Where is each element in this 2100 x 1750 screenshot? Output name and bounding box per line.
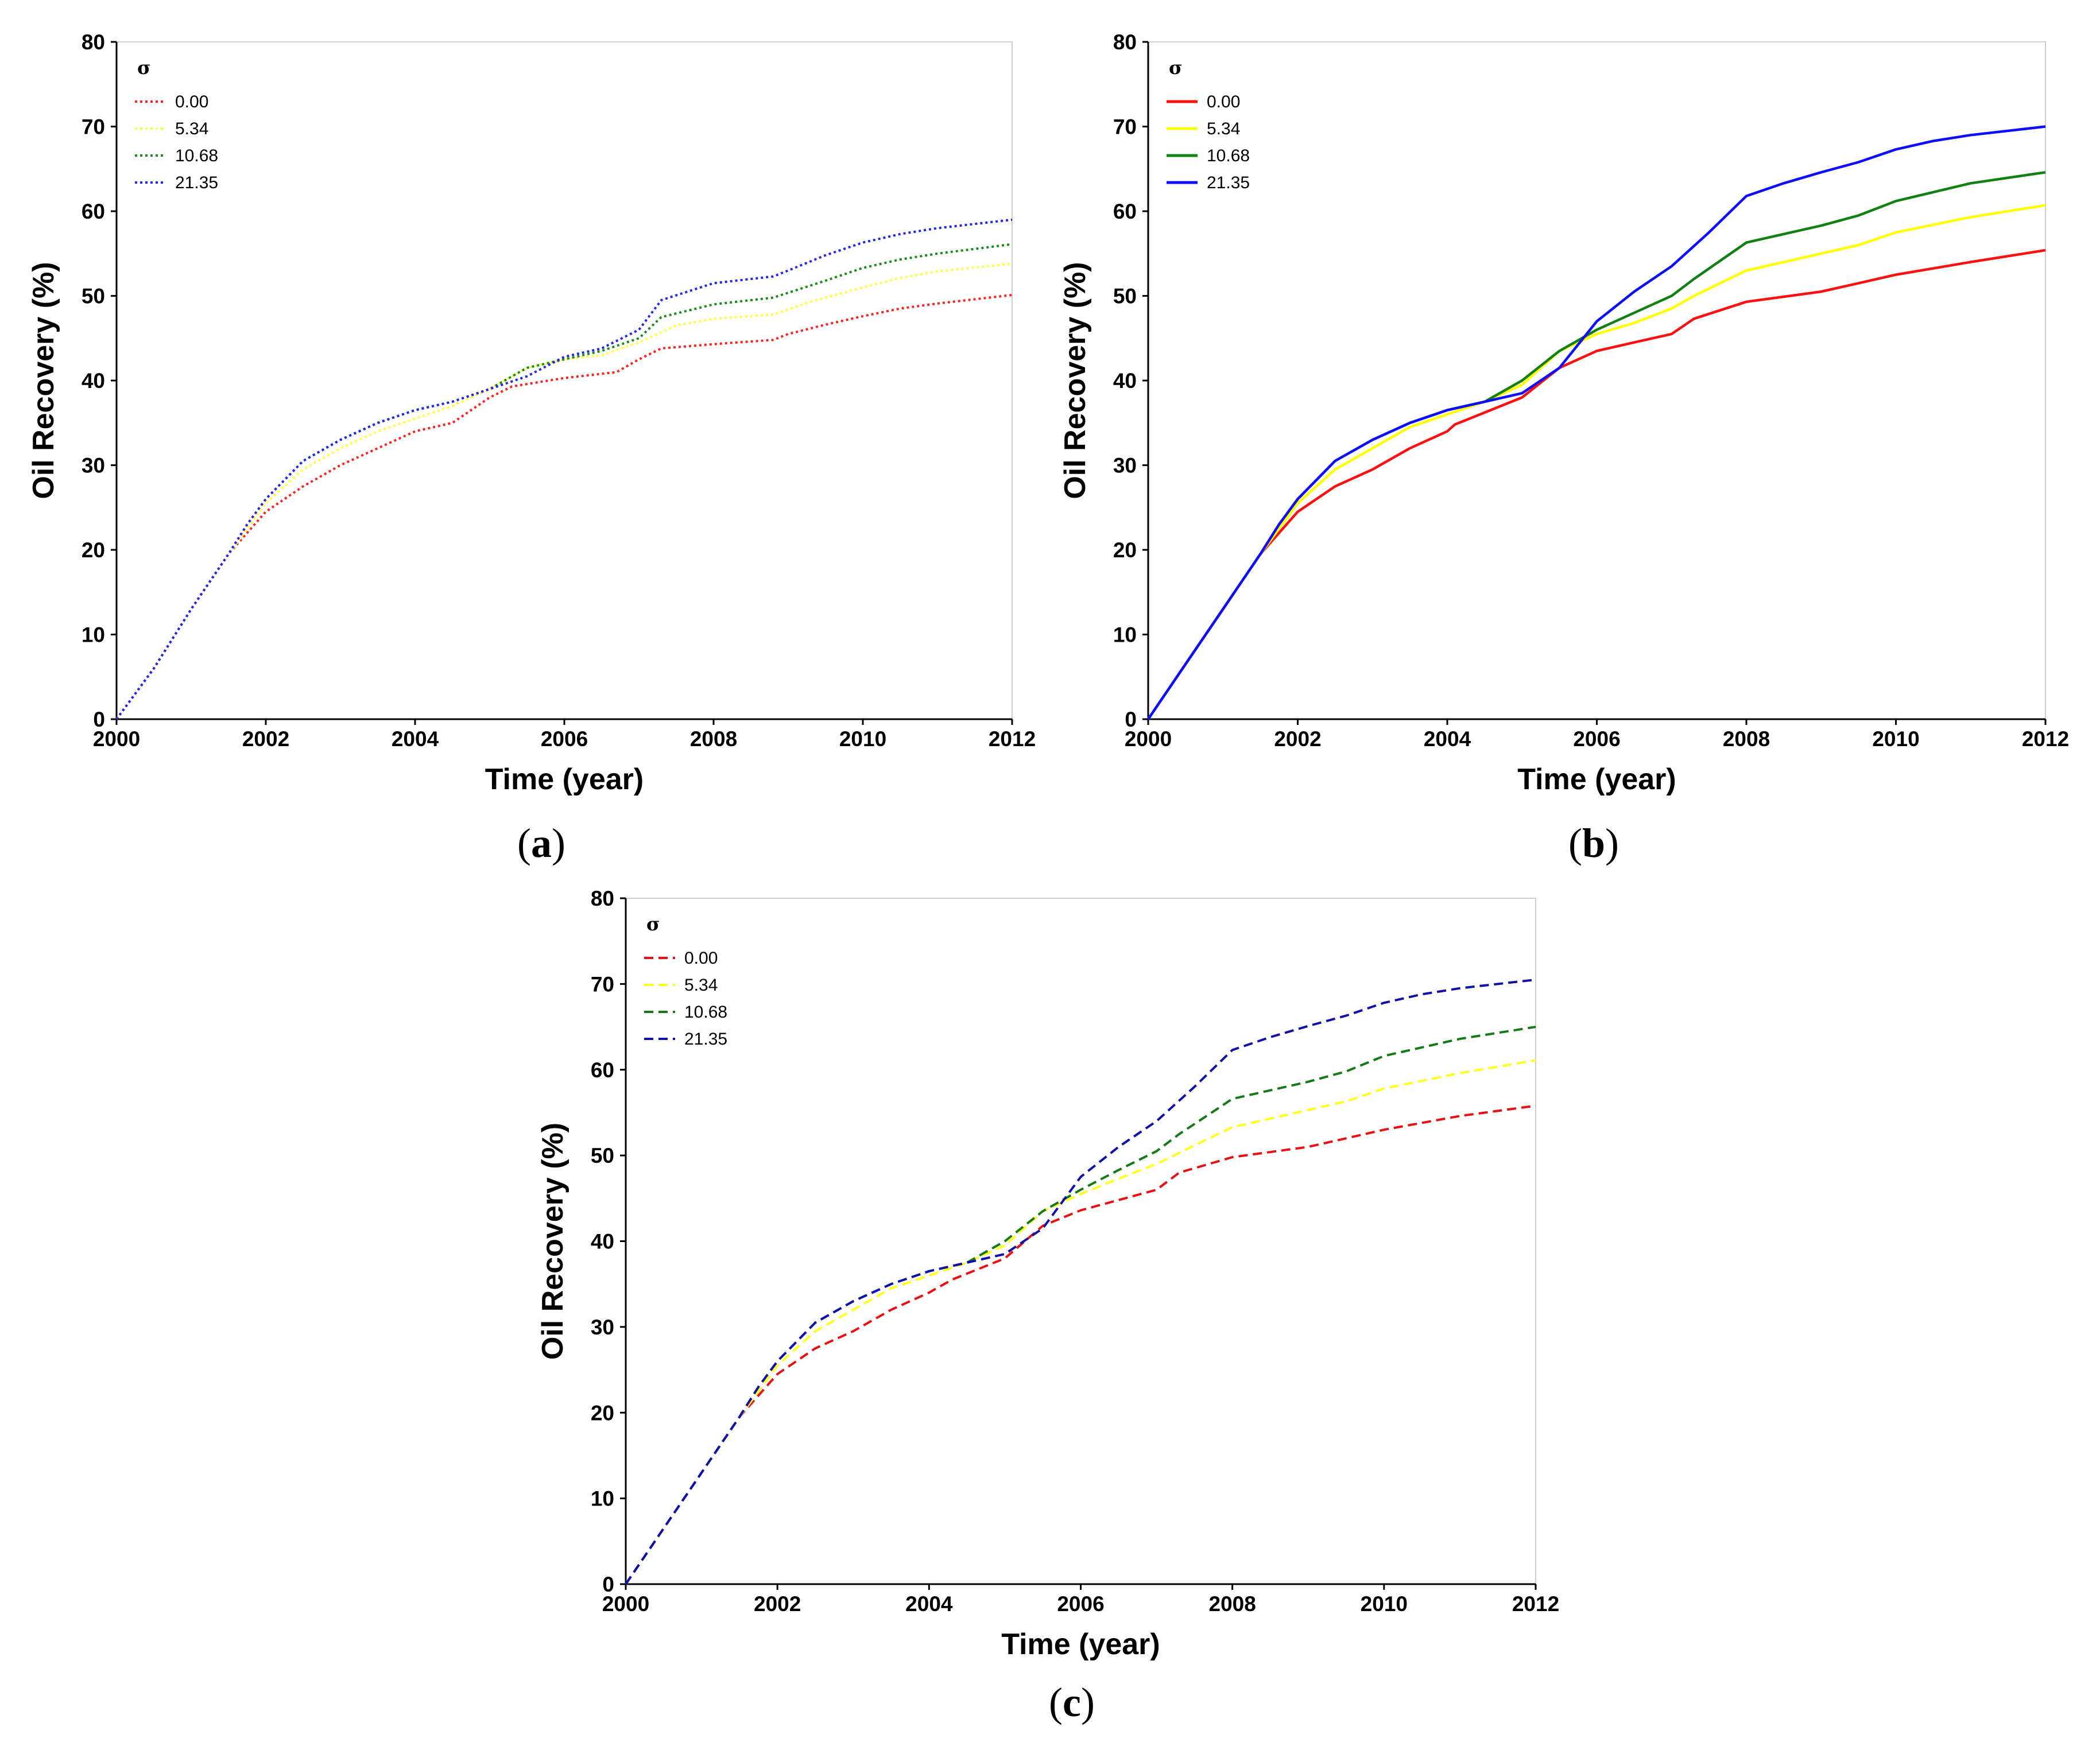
y-tick-label: 30	[82, 454, 105, 478]
legend-title: σ	[646, 913, 660, 935]
chart-panel-a: 2000 2002 2004 2006 2008 2010 2012 0 10 20 30 40 50 6…	[27, 30, 1036, 866]
legend-label: 5.34	[684, 976, 718, 995]
legend-label: 21.35	[175, 173, 218, 192]
x-tick-label: 2010	[839, 727, 886, 751]
y-tick-label: 80	[82, 30, 105, 54]
legend-label: 0.00	[175, 92, 208, 111]
x-tick-label: 2000	[602, 1592, 649, 1616]
legend-title: σ	[137, 57, 151, 79]
legend-label: 5.34	[1207, 119, 1240, 138]
x-axis-title: Time (year)	[1517, 763, 1676, 796]
x-tick-label: 2008	[1209, 1592, 1256, 1616]
chart-panel-c: 2000 2002 2004 2006 2008 2010 2012 0 10 20 30 40 50 6…	[536, 887, 1559, 1725]
plot-frame	[1148, 41, 2046, 720]
y-tick-label: 60	[82, 200, 105, 223]
x-tick-label: 2002	[242, 727, 289, 751]
series-line-21.35	[115, 218, 1013, 720]
y-tick-label: 40	[591, 1230, 614, 1254]
legend-label: 10.68	[684, 1003, 727, 1022]
y-tick-label: 50	[1113, 285, 1137, 308]
x-axis-title: Time (year)	[1001, 1628, 1160, 1661]
x-tick-label: 2012	[1512, 1592, 1559, 1616]
y-tick-label: 10	[591, 1487, 614, 1511]
y-tick-label: 20	[1113, 538, 1137, 562]
legend-label: 10.68	[1207, 146, 1250, 165]
y-tick-label: 20	[82, 538, 105, 562]
panel-caption: (b)	[1568, 820, 1619, 866]
x-tick-label: 2008	[1723, 727, 1770, 751]
panel-caption: (a)	[517, 820, 565, 866]
x-tick-label: 2010	[1361, 1592, 1408, 1616]
x-axis-title: Time (year)	[485, 763, 644, 796]
y-tick-label: 20	[591, 1401, 614, 1425]
y-tick-label: 80	[591, 887, 614, 910]
y-axis-title: Oil Recovery (%)	[1059, 262, 1092, 499]
y-tick-label: 10	[82, 623, 105, 647]
y-tick-label: 30	[591, 1316, 614, 1339]
y-tick-label: 10	[1113, 623, 1137, 647]
y-tick-label: 30	[1113, 454, 1137, 478]
plot-frame	[625, 898, 1536, 1585]
legend-label: 10.68	[175, 146, 218, 165]
plot-frame	[116, 41, 1013, 720]
x-tick-label: 2000	[93, 727, 140, 751]
series-line-21.35	[1147, 125, 2046, 720]
series-line-0.00	[1147, 249, 2046, 720]
series-line-5.34	[625, 1059, 1536, 1585]
legend: σ 0.00 5.34 10.68 21.35	[1167, 57, 1250, 192]
legend-title: σ	[1169, 57, 1183, 79]
x-tick-label: 2006	[1573, 727, 1620, 751]
series-line-5.34	[1147, 204, 2046, 720]
y-axis-title: Oil Recovery (%)	[27, 262, 60, 499]
x-tick-label: 2004	[392, 727, 439, 751]
y-tick-label: 0	[1125, 708, 1137, 731]
y-tick-label: 60	[1113, 200, 1137, 223]
y-tick-label: 50	[82, 285, 105, 308]
legend-label: 0.00	[684, 949, 718, 968]
series-line-0.00	[115, 294, 1013, 720]
series-line-10.68	[625, 1026, 1536, 1585]
y-axis-title: Oil Recovery (%)	[536, 1123, 569, 1360]
x-tick-label: 2010	[1872, 727, 1919, 751]
x-tick-label: 2002	[1274, 727, 1321, 751]
y-tick-label: 40	[1113, 369, 1137, 393]
series-line-5.34	[115, 262, 1013, 720]
legend: σ 0.00 5.34 10.68 21.35	[135, 57, 218, 192]
panel-caption: (c)	[1049, 1679, 1095, 1725]
y-tick-label: 70	[82, 115, 105, 139]
x-tick-label: 2006	[1057, 1592, 1104, 1616]
y-tick-label: 50	[591, 1144, 614, 1167]
y-tick-label: 70	[1113, 115, 1137, 139]
legend-label: 21.35	[684, 1030, 727, 1049]
legend: σ 0.00 5.34 10.68 21.35	[644, 913, 727, 1049]
x-tick-label: 2006	[541, 727, 588, 751]
x-tick-label: 2012	[2022, 727, 2069, 751]
chart-panel-b: 2000 2002 2004 2006 2008 2010 2012 0 10 20 30 40 50 6…	[1059, 30, 2069, 866]
y-tick-label: 60	[591, 1058, 614, 1082]
x-tick-label: 2004	[905, 1592, 953, 1616]
x-tick-label: 2008	[690, 727, 737, 751]
legend-label: 5.34	[175, 119, 208, 138]
y-tick-label: 70	[591, 972, 614, 996]
y-tick-label: 0	[93, 708, 105, 731]
series-line-21.35	[625, 978, 1536, 1585]
x-tick-label: 2002	[754, 1592, 801, 1616]
y-tick-label: 80	[1113, 30, 1137, 54]
y-tick-label: 0	[602, 1573, 614, 1596]
x-tick-label: 2004	[1424, 727, 1471, 751]
y-tick-label: 40	[82, 369, 105, 393]
legend-label: 21.35	[1207, 173, 1250, 192]
x-tick-label: 2012	[989, 727, 1036, 751]
series-line-0.00	[625, 1104, 1536, 1585]
legend-label: 0.00	[1207, 92, 1240, 111]
x-tick-label: 2000	[1125, 727, 1172, 751]
